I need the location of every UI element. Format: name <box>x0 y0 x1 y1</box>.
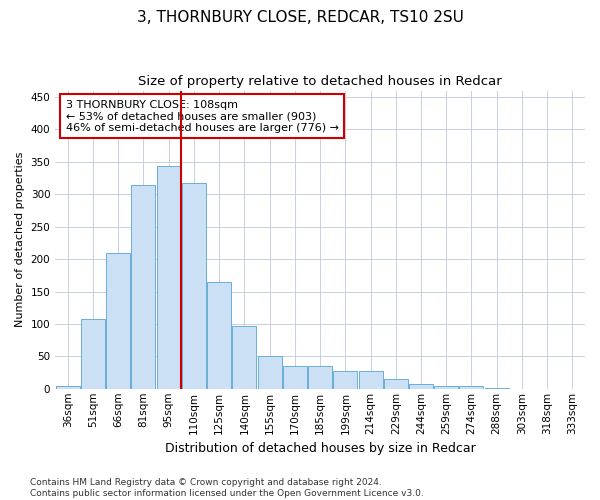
Bar <box>283 366 307 389</box>
Bar <box>131 184 155 389</box>
Bar <box>460 386 484 389</box>
Bar <box>56 386 80 389</box>
X-axis label: Distribution of detached houses by size in Redcar: Distribution of detached houses by size … <box>165 442 475 455</box>
Bar <box>81 320 105 389</box>
Bar <box>182 182 206 389</box>
Bar <box>409 384 433 389</box>
Bar <box>359 370 383 389</box>
Text: Contains HM Land Registry data © Crown copyright and database right 2024.
Contai: Contains HM Land Registry data © Crown c… <box>30 478 424 498</box>
Y-axis label: Number of detached properties: Number of detached properties <box>15 152 25 328</box>
Bar <box>334 370 357 389</box>
Bar <box>485 388 509 389</box>
Bar <box>207 282 231 389</box>
Bar <box>384 379 408 389</box>
Text: 3, THORNBURY CLOSE, REDCAR, TS10 2SU: 3, THORNBURY CLOSE, REDCAR, TS10 2SU <box>137 10 463 25</box>
Title: Size of property relative to detached houses in Redcar: Size of property relative to detached ho… <box>138 75 502 88</box>
Bar <box>257 356 281 389</box>
Bar <box>157 166 181 389</box>
Bar <box>308 366 332 389</box>
Bar <box>232 326 256 389</box>
Text: 3 THORNBURY CLOSE: 108sqm
← 53% of detached houses are smaller (903)
46% of semi: 3 THORNBURY CLOSE: 108sqm ← 53% of detac… <box>66 100 339 132</box>
Bar <box>106 252 130 389</box>
Bar <box>434 386 458 389</box>
